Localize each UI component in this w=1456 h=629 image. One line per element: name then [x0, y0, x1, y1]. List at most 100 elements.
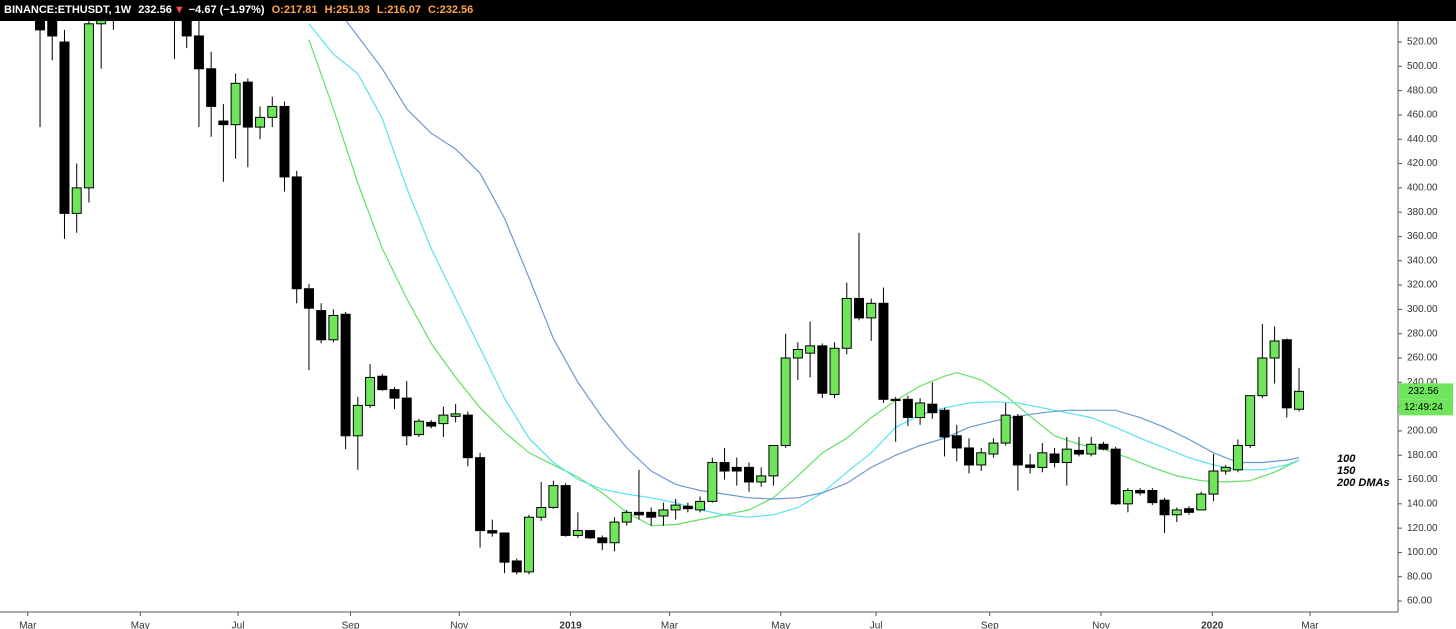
candle-body	[927, 403, 938, 414]
candle-body	[1196, 493, 1207, 511]
candle-body	[792, 348, 803, 359]
change-arrow: ▼	[173, 4, 185, 16]
candle-body	[621, 511, 632, 523]
candle-body	[1220, 466, 1231, 472]
y-tick-label: 460.00	[1407, 110, 1438, 121]
candle-body	[731, 466, 742, 472]
y-tick-label: 100.00	[1407, 547, 1438, 558]
candle-body	[743, 466, 754, 483]
ohlc-close: C:232.56	[428, 4, 474, 16]
moving-average-line	[345, 21, 1300, 500]
moving-average-line	[308, 23, 1300, 518]
x-tick-label: Mar	[19, 621, 37, 629]
candle-body	[719, 462, 730, 472]
y-tick-label: 60.00	[1407, 596, 1432, 607]
ohlc-high: H:251.93	[324, 4, 370, 16]
candle-body	[218, 120, 229, 126]
candle-body	[96, 21, 107, 25]
candle-body	[1159, 499, 1170, 516]
candle-body	[866, 302, 877, 319]
candle-body	[35, 21, 46, 31]
candle-body	[1135, 489, 1146, 494]
y-tick-label: 420.00	[1407, 158, 1438, 169]
candle-body	[450, 413, 461, 417]
candle-body	[279, 105, 290, 178]
candle-body	[756, 475, 767, 483]
candle-body	[499, 532, 510, 563]
candle-body	[352, 404, 363, 437]
x-tick-label: May	[131, 621, 150, 629]
candle-body	[47, 21, 58, 37]
candle-body	[71, 187, 82, 214]
candle-body	[365, 376, 376, 406]
y-tick-label: 160.00	[1407, 474, 1438, 485]
candle-body	[768, 445, 779, 477]
x-tick-label: 2019	[559, 621, 582, 629]
candle-body	[1074, 449, 1085, 455]
candle-body	[206, 68, 217, 107]
y-tick-label: 200.00	[1407, 426, 1438, 437]
candle-body	[707, 462, 718, 502]
candle-body	[487, 530, 498, 534]
candle-body	[1269, 340, 1280, 359]
moving-average-line	[308, 39, 1300, 527]
candle-body	[1000, 414, 1011, 444]
candle-body	[1294, 390, 1305, 410]
candle-body	[401, 397, 412, 437]
candle-body	[633, 511, 644, 516]
candle-body	[695, 500, 706, 511]
candle-body	[1037, 452, 1048, 468]
candle-body	[951, 435, 962, 449]
candle-body	[316, 310, 327, 341]
last-price-label: 232.56	[1408, 386, 1439, 397]
candle-body	[1208, 470, 1219, 495]
ma-annotation: 150	[1337, 465, 1356, 477]
candle-body	[389, 389, 400, 399]
candle-body	[988, 442, 999, 455]
candle-body	[255, 116, 266, 128]
candle-body	[682, 505, 693, 510]
y-tick-label: 120.00	[1407, 523, 1438, 534]
candle-body	[805, 345, 816, 354]
candle-body	[1184, 508, 1195, 513]
countdown-label: 12:49:24	[1404, 402, 1443, 413]
candle-body	[523, 516, 534, 573]
candle-body	[230, 82, 241, 126]
x-tick-label: Nov	[1092, 621, 1110, 629]
candle-body	[1086, 443, 1097, 455]
candle-body	[560, 485, 571, 536]
candle-body	[817, 345, 828, 394]
candle-body	[413, 420, 424, 436]
plot-area	[35, 21, 1305, 575]
x-tick-label: Sep	[981, 621, 999, 629]
candle-body	[59, 41, 70, 214]
candle-body	[1122, 489, 1133, 505]
candle-body	[585, 530, 596, 539]
y-tick-label: 80.00	[1407, 571, 1432, 582]
x-tick-label: Nov	[450, 621, 468, 629]
candle-body	[340, 313, 351, 437]
x-tick-label: Mar	[1301, 621, 1319, 629]
ma-annotation: 200 DMAs	[1336, 477, 1390, 489]
candle-body	[1025, 464, 1036, 468]
candle-body	[1232, 445, 1243, 471]
y-tick-label: 340.00	[1407, 255, 1438, 266]
candle-body	[1281, 339, 1292, 409]
candle-body	[267, 105, 278, 118]
candle-body	[780, 357, 791, 447]
candle-body	[853, 297, 864, 319]
candle-body	[1049, 453, 1060, 464]
candle-body	[193, 35, 204, 70]
y-tick-label: 300.00	[1407, 304, 1438, 315]
candle-body	[658, 509, 669, 517]
y-tick-label: 440.00	[1407, 134, 1438, 145]
x-tick-label: Mar	[661, 621, 679, 629]
candle-body	[1012, 415, 1023, 466]
y-tick-label: 400.00	[1407, 183, 1438, 194]
candle-body	[878, 302, 889, 400]
ohlc-open: O:217.81	[271, 4, 318, 16]
y-tick-label: 360.00	[1407, 231, 1438, 242]
candle-body	[181, 21, 192, 37]
